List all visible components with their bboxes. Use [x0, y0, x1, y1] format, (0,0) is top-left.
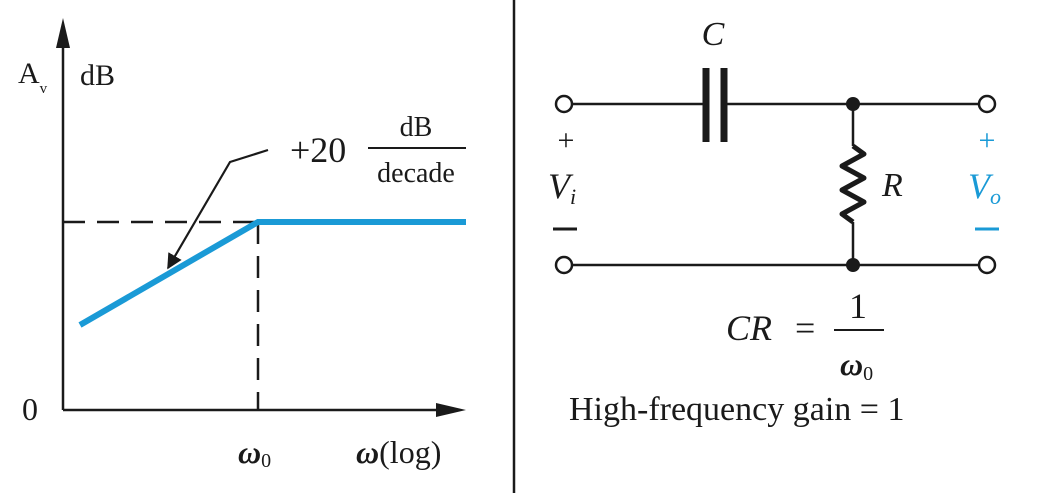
input-terminal-top — [554, 94, 574, 114]
x-axis-label: ω(log) — [356, 434, 441, 470]
output-voltage-label: Vo — [968, 166, 1001, 209]
slope-leader-arrow — [167, 148, 269, 270]
bode-plot: Av dB 0 +20 dB decade ω0 ω(log) — [18, 18, 466, 472]
slope-number: +20 — [290, 130, 346, 170]
slope-unit-bottom: decade — [377, 158, 455, 189]
equation-lhs: CR — [726, 308, 772, 348]
input-plus-sign: + — [558, 124, 575, 157]
corner-frequency-label: ω0 — [238, 434, 271, 472]
time-constant-equation: CR = 1 ω0 — [726, 286, 884, 385]
x-axis-arrow — [436, 403, 466, 417]
y-axis-label: Av — [18, 57, 48, 97]
y-axis-arrow — [56, 18, 70, 48]
equation-numerator: 1 — [849, 286, 867, 326]
input-terminal-bottom — [554, 255, 574, 275]
circuit-schematic: C R + Vi + Vo — [548, 16, 1001, 275]
input-voltage-label: Vi — [548, 166, 576, 209]
junction-top — [846, 97, 860, 111]
output-terminal-top — [977, 94, 997, 114]
y-axis-unit: dB — [80, 59, 115, 92]
resistor-label: R — [881, 167, 903, 204]
junction-bottom — [846, 258, 860, 272]
output-plus-sign: + — [979, 124, 996, 157]
equation-denominator: ω0 — [840, 346, 873, 385]
origin-zero-label: 0 — [22, 391, 38, 427]
slope-unit-top: dB — [400, 112, 433, 143]
high-frequency-gain-caption: High-frequency gain = 1 — [569, 391, 904, 428]
response-asymptote — [78, 219, 466, 328]
output-terminal-bottom — [977, 255, 997, 275]
equation-equals: = — [795, 308, 815, 348]
capacitor-label: C — [702, 16, 725, 53]
resistor-zigzag — [839, 143, 867, 225]
